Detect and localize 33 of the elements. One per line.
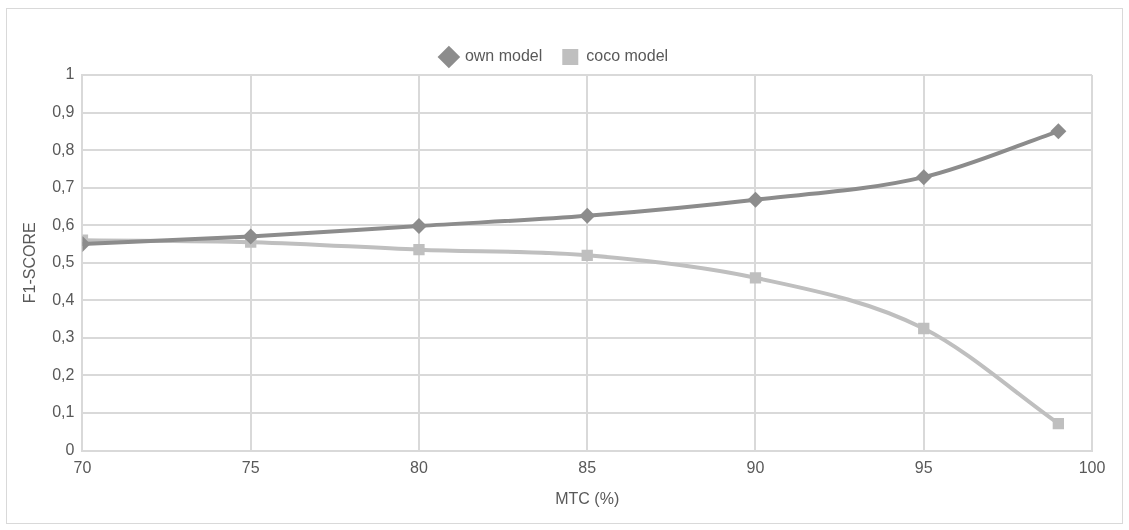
x-axis-title: MTC (%) [555,489,620,507]
point [918,322,930,335]
point [915,169,932,186]
legend-label: own model [464,47,543,65]
x-tick-label: 70 [73,458,92,476]
y-tick-label: 1 [65,65,75,83]
point [413,244,425,256]
point [410,217,427,234]
point [749,272,762,284]
legend-label: coco model [586,47,669,65]
point [1050,123,1067,140]
x-tick-label: 75 [241,458,260,476]
y-tick-label: 0,6 [52,215,75,233]
y-tick-label: 0,9 [52,102,75,120]
point [747,191,764,208]
y-tick-label: 0,7 [52,178,75,196]
x-tick-label: 95 [914,458,933,476]
y-tick-label: 0,5 [52,253,75,271]
x-tick-label: 100 [1078,458,1106,476]
y-tick-label: 0 [65,441,75,459]
y-tick-label: 0,1 [52,403,75,421]
y-tick-label: 0,2 [52,365,75,383]
y-tick-label: 0,3 [52,328,75,346]
y-tick-label: 0,8 [52,140,75,158]
point [1052,417,1065,430]
point [581,249,593,261]
x-tick-label: 80 [410,458,428,476]
x-tick-label: 90 [746,458,765,476]
x-tick-label: 85 [578,458,597,476]
point [579,207,596,224]
point [242,228,259,245]
y-axis-title: F1-SCORE [21,222,39,304]
y-tick-label: 0,4 [52,290,75,308]
